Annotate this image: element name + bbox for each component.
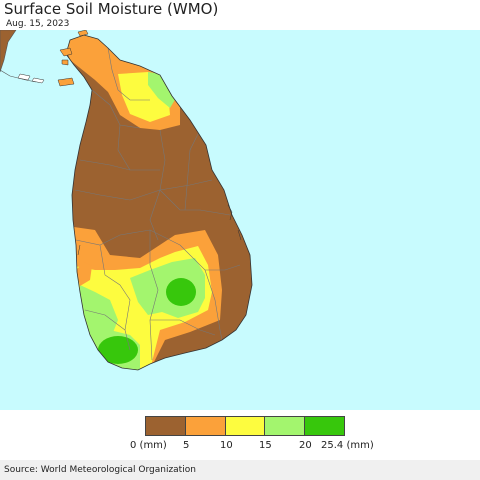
- legend-bar: [145, 416, 345, 436]
- legend-label-10: 10: [220, 440, 233, 451]
- mainland-india: [0, 30, 17, 73]
- map-title: Surface Soil Moisture (WMO): [4, 0, 219, 18]
- legend-bin-10-15: [225, 417, 266, 435]
- northern-islets: [59, 30, 89, 66]
- zone-green-central: [166, 278, 196, 306]
- legend-bin-15-20: [265, 417, 306, 435]
- zone-west-coast-orange: [76, 262, 92, 286]
- legend-label-5: 5: [183, 440, 190, 451]
- soil-moisture-map: [0, 30, 480, 410]
- legend-label-0: 0 (mm): [130, 440, 167, 451]
- legend-bin-20-25: [305, 417, 344, 435]
- east-coast-lagoons: [77, 204, 242, 256]
- island-coastline: [65, 34, 253, 371]
- map-date: Aug. 15, 2023: [6, 19, 70, 29]
- legend-label-15: 15: [259, 440, 272, 451]
- source-footer: Source: World Meteorological Organizatio…: [0, 460, 480, 480]
- legend-label-20: 20: [299, 440, 312, 451]
- adams-bridge: [17, 73, 45, 84]
- mannar-island: [57, 77, 75, 87]
- legend-label-25: 25.4 (mm): [321, 440, 374, 451]
- ocean-background: [0, 30, 480, 410]
- district-boundaries: [74, 47, 241, 361]
- legend-bin-0-5: [146, 417, 186, 435]
- legend-bin-5-10: [185, 417, 226, 435]
